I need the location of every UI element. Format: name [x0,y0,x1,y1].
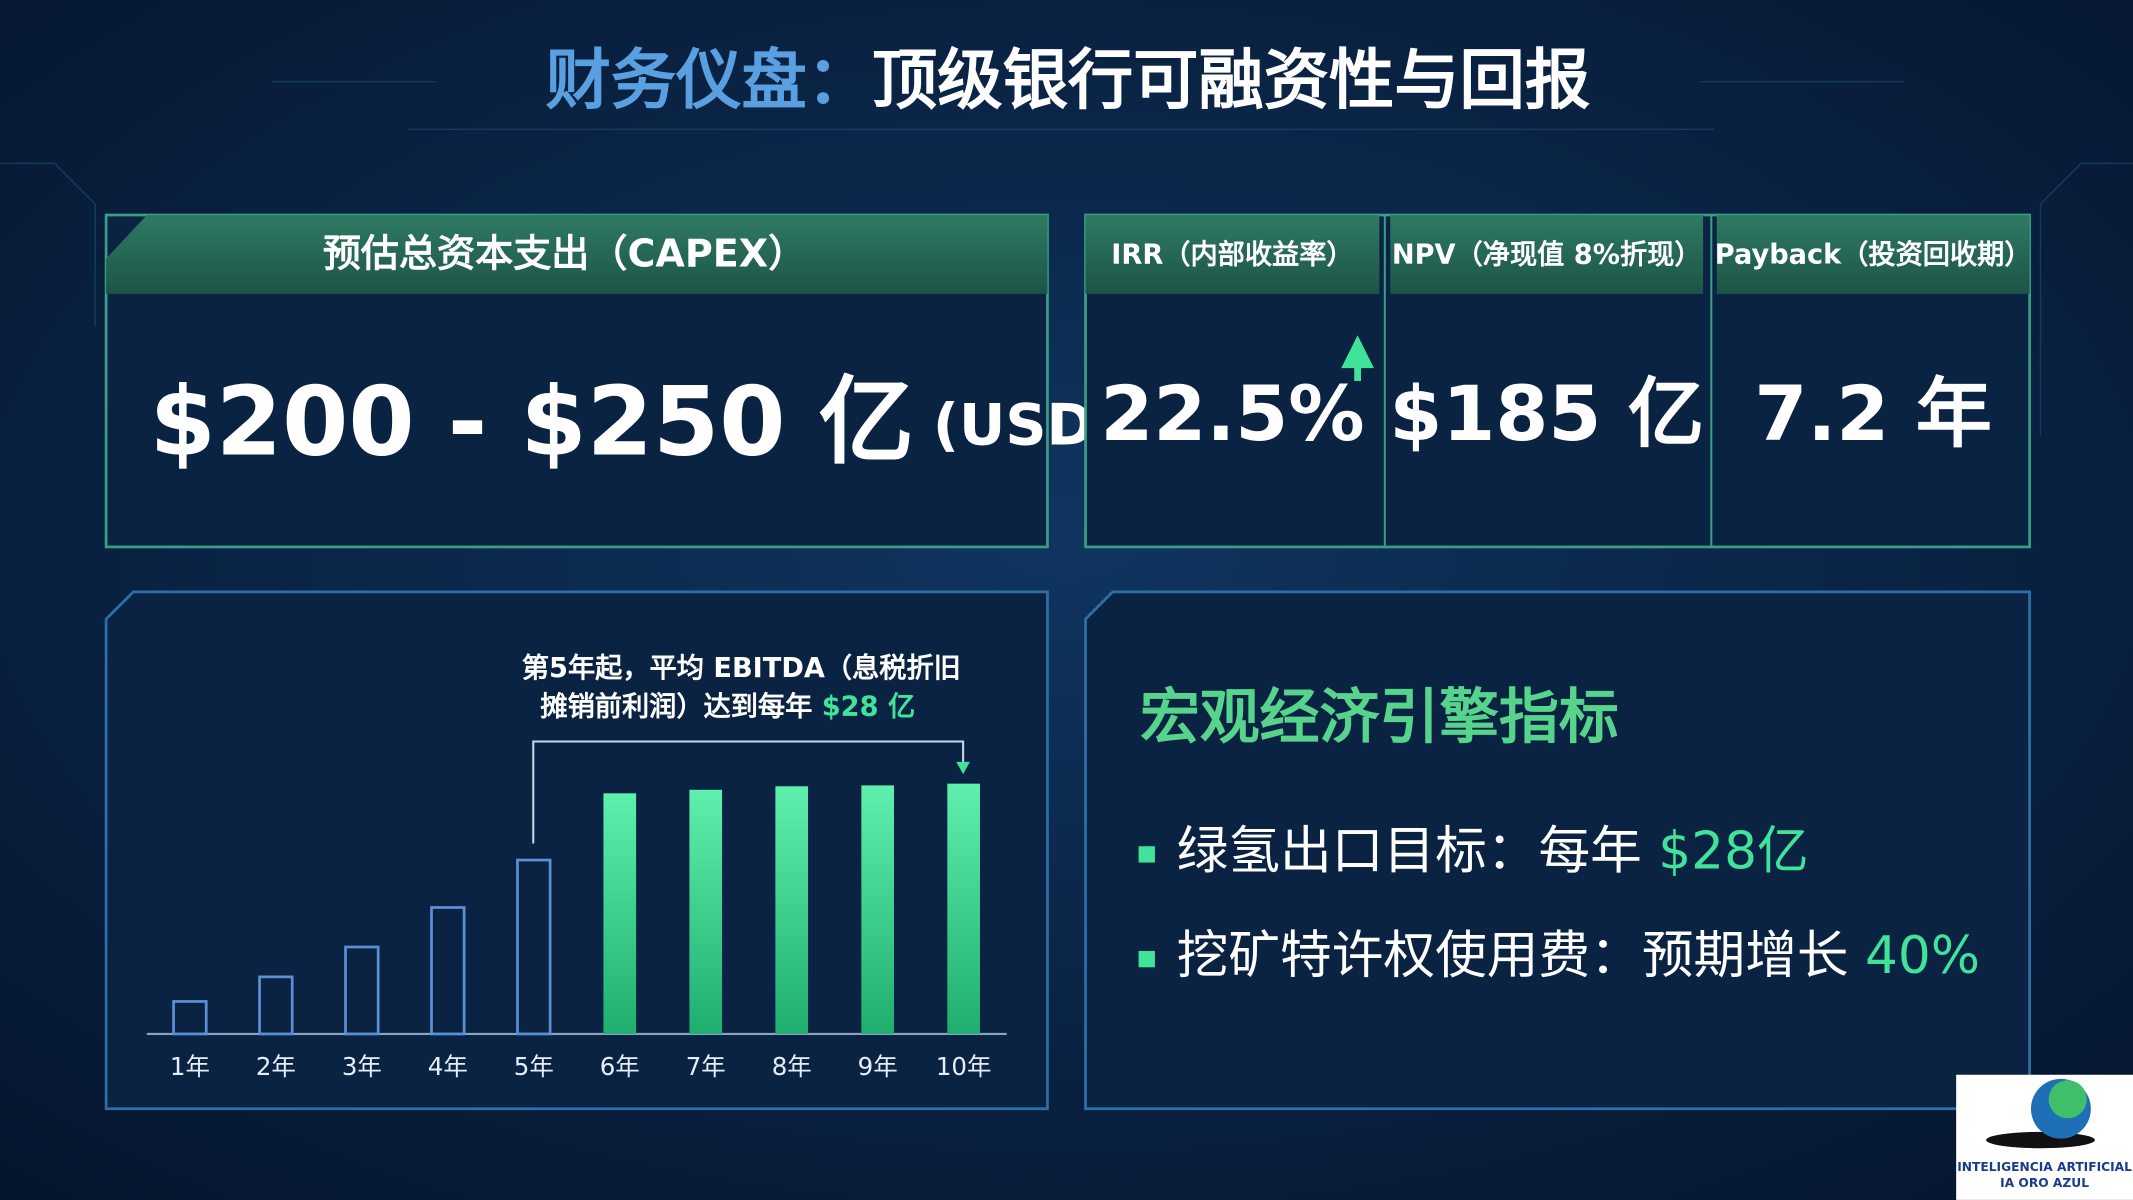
capex-label: 预估总资本支出（CAPEX） [323,231,806,275]
logo-line2: IA ORO AZUL [2000,1176,2089,1190]
macro-item-highlight: 40% [1865,926,1980,986]
x-tick-label: 8年 [772,1052,812,1081]
annotation-line2: 摊销前利润）达到每年 $28 亿 [540,690,915,722]
capex-value: $200 - $250 亿 [150,367,914,477]
panel-frame [1084,590,2031,1111]
capex-value-line: $200 - $250 亿 (USD) [150,367,1120,477]
kpi-value: $185 亿 [1389,369,1704,458]
panel-header [106,215,1048,294]
logo: INTELIGENCIA ARTIFICIAL IA ORO AZUL [1956,1074,2133,1200]
logo-swirl [2048,1080,2087,1119]
circuit-lines [0,81,2133,436]
x-tick-label: 5年 [514,1052,554,1081]
bullet [1138,950,1155,968]
bar [344,945,380,1036]
title-main: 顶级银行可融资性与回报 [872,42,1590,118]
kpi-header [1716,215,2030,294]
bar [775,786,809,1034]
up-arrow [1341,335,1374,381]
title: 财务仪盘：顶级银行可融资性与回报 [546,42,1591,118]
macro-item-text: 挖矿特许权使用费：预期增长 [1177,926,1865,986]
kpi-value: 22.5% [1100,369,1364,458]
macro-item: 挖矿特许权使用费：预期增长 40% [1177,926,1980,986]
kpi-label: IRR（内部收益率） [1111,238,1353,270]
title-lead: 财务仪盘： [546,42,872,118]
bar [603,793,637,1034]
bar [172,1000,208,1036]
logo-shadow [1986,1131,2095,1149]
x-tick-label: 10年 [936,1052,992,1081]
annotation-arrow [956,761,970,775]
kpi-label: Payback（投资回收期） [1715,239,2032,270]
x-tick-label: 1年 [170,1052,210,1081]
kpi-value: 7.2 年 [1754,369,1992,458]
bar [861,785,895,1034]
panel-frame [104,590,1049,1111]
kpi-header [1390,215,1704,294]
chart-panel: 第5年起，平均 EBITDA（息税折旧 摊销前利润）达到每年 $28 亿 1年 2… [104,590,1049,1111]
x-tick-label: 9年 [858,1052,898,1081]
x-tick-label: 4年 [428,1052,468,1081]
x-tick-label: 6年 [600,1052,640,1081]
bar [947,783,980,1034]
annotation-highlight: $28 亿 [822,691,915,722]
x-tick-label: 7年 [686,1052,726,1081]
bar [258,975,294,1036]
macro-title: 宏观经济引擎指标 [1140,683,1619,753]
kpi-header [1085,215,1380,294]
annotation-bracket [532,740,965,844]
kpi-label: NPV（净现值 8%折现） [1392,238,1702,270]
x-tick-label: 3年 [342,1052,382,1081]
macro-item-highlight: $28亿 [1658,821,1808,881]
annotation-text: 摊销前利润）达到每年 [540,690,821,722]
capex-panel: 预估总资本支出（CAPEX） $200 - $250 亿 (USD) [104,213,1120,549]
macro-item-text: 绿氢出口目标：每年 [1177,821,1659,881]
x-tick-label: 2年 [256,1052,296,1081]
macro-item: 绿氢出口目标：每年 $28亿 [1177,821,1809,881]
bullet [1138,846,1155,863]
kpi-group: IRR（内部收益率） 22.5% NPV（净现值 8%折现） $185 亿 Paybac… [1084,213,2032,549]
bar [430,906,466,1036]
bar [689,789,723,1034]
logo-line1: INTELIGENCIA ARTIFICIAL [1957,1160,2132,1174]
annotation-line1: 第5年起，平均 EBITDA（息税折旧 [522,652,961,684]
bar [516,858,552,1036]
